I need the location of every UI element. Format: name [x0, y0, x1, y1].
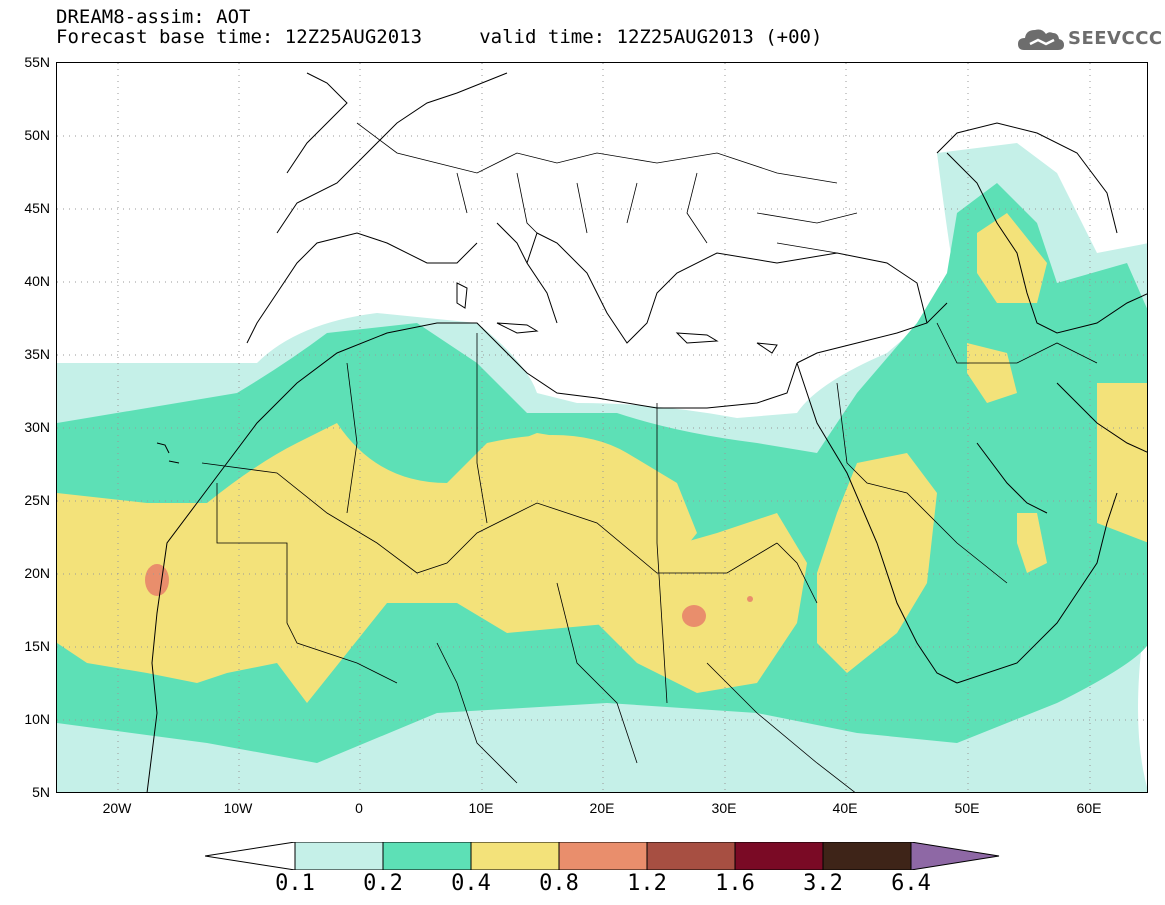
lon-label: 20W — [102, 800, 132, 816]
colorbar-label: 0.2 — [363, 871, 403, 896]
colorbar-label: 0.8 — [539, 871, 579, 896]
aot-map-canvas — [57, 63, 1147, 792]
lat-label: 35N — [24, 346, 50, 362]
lon-label: 10W — [223, 800, 253, 816]
colorbar-below-arrow — [204, 841, 296, 871]
colorbar-bin-3 — [470, 841, 560, 871]
lon-label: 60E — [1076, 800, 1102, 816]
lon-label: 50E — [954, 800, 980, 816]
lat-label: 5N — [32, 784, 50, 800]
colorbar-label: 3.2 — [803, 871, 843, 896]
cloud-icon — [1018, 29, 1064, 50]
colorbar-graphic — [204, 841, 1000, 871]
lat-label: 15N — [24, 638, 50, 654]
coastlines — [146, 72, 1147, 792]
colorbar-label: 0.1 — [275, 871, 315, 896]
colorbar-bin-7 — [822, 841, 912, 871]
lon-label: 30E — [711, 800, 737, 816]
aot-contour-level-3 — [57, 213, 1147, 703]
lat-label: 25N — [24, 492, 50, 508]
graticule — [57, 63, 1147, 792]
lat-label: 20N — [24, 565, 50, 581]
forecast-times: Forecast base time: 12Z25AUG2013 valid t… — [56, 26, 823, 48]
aot-map — [56, 62, 1148, 793]
colorbar-bin-5 — [646, 841, 736, 871]
colorbar-label: 1.6 — [715, 871, 755, 896]
lat-label: 10N — [24, 711, 50, 727]
lat-label: 30N — [24, 419, 50, 435]
seevccc-logo: SEEVCCC — [1016, 22, 1162, 56]
colorbar-bin-1 — [294, 841, 384, 871]
colorbar-label: 0.4 — [451, 871, 491, 896]
lat-label: 55N — [24, 54, 50, 70]
colorbar — [204, 841, 1000, 871]
colorbar-label: 6.4 — [891, 871, 931, 896]
lat-label: 50N — [24, 127, 50, 143]
country-borders — [201, 122, 1098, 792]
lon-label: 10E — [468, 800, 494, 816]
colorbar-bin-2 — [382, 841, 472, 871]
colorbar-bin-6 — [734, 841, 824, 871]
colorbar-above-arrow — [910, 841, 1000, 871]
colorbar-bin-4 — [558, 841, 648, 871]
lat-label: 40N — [24, 273, 50, 289]
lat-label: 45N — [24, 200, 50, 216]
lon-label: 20E — [589, 800, 615, 816]
lon-label: 0 — [355, 800, 363, 816]
lon-label: 40E — [832, 800, 858, 816]
logo-text: SEEVCCC — [1068, 28, 1163, 49]
map-title: DREAM8-assim: AOT — [56, 6, 251, 28]
colorbar-label: 1.2 — [627, 871, 667, 896]
islands — [156, 282, 778, 464]
